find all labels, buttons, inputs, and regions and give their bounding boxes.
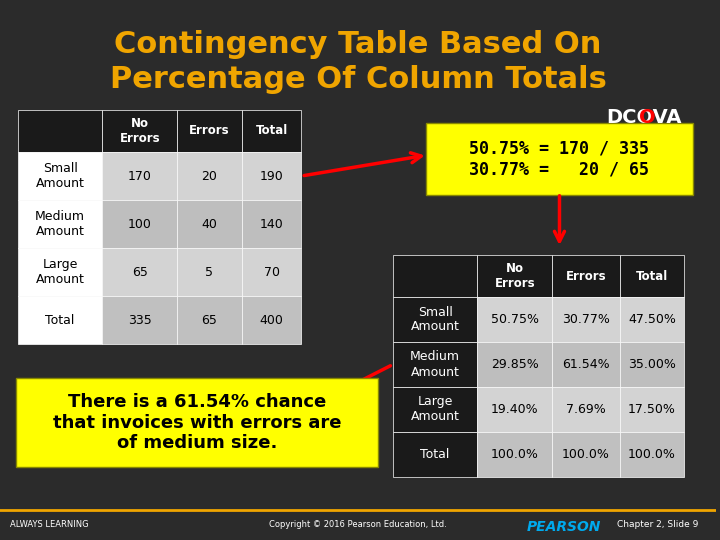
Text: Total: Total — [420, 448, 450, 461]
FancyBboxPatch shape — [477, 387, 552, 432]
FancyBboxPatch shape — [177, 152, 242, 200]
Text: 190: 190 — [260, 170, 284, 183]
Text: Chapter 2, Slide 9: Chapter 2, Slide 9 — [616, 520, 698, 529]
Text: Total: Total — [45, 314, 75, 327]
Text: Errors: Errors — [565, 269, 606, 282]
Text: ALWAYS LEARNING: ALWAYS LEARNING — [10, 520, 89, 529]
Text: No
Errors: No Errors — [120, 117, 160, 145]
FancyBboxPatch shape — [426, 123, 693, 195]
FancyBboxPatch shape — [552, 342, 620, 387]
FancyBboxPatch shape — [16, 378, 378, 467]
FancyBboxPatch shape — [177, 248, 242, 296]
Text: Large
Amount: Large Amount — [36, 258, 85, 286]
Text: 20: 20 — [202, 170, 217, 183]
FancyBboxPatch shape — [18, 248, 102, 296]
Text: O: O — [639, 108, 655, 127]
Text: 17.50%: 17.50% — [628, 403, 676, 416]
FancyBboxPatch shape — [477, 432, 552, 477]
Text: Small
Amount: Small Amount — [36, 162, 85, 190]
FancyBboxPatch shape — [552, 255, 620, 297]
FancyBboxPatch shape — [393, 342, 477, 387]
FancyBboxPatch shape — [552, 387, 620, 432]
FancyBboxPatch shape — [393, 387, 477, 432]
Text: Total: Total — [636, 269, 668, 282]
FancyBboxPatch shape — [242, 296, 302, 344]
FancyArrowPatch shape — [554, 196, 564, 241]
FancyBboxPatch shape — [18, 200, 102, 248]
FancyBboxPatch shape — [477, 297, 552, 342]
Text: 19.40%: 19.40% — [491, 403, 539, 416]
FancyBboxPatch shape — [18, 110, 102, 152]
FancyBboxPatch shape — [620, 432, 684, 477]
Text: Copyright © 2016 Pearson Education, Ltd.: Copyright © 2016 Pearson Education, Ltd. — [269, 520, 446, 529]
Text: 335: 335 — [128, 314, 152, 327]
FancyBboxPatch shape — [620, 255, 684, 297]
FancyBboxPatch shape — [18, 152, 102, 200]
Text: 400: 400 — [260, 314, 284, 327]
Text: 30.77%: 30.77% — [562, 313, 610, 326]
FancyBboxPatch shape — [242, 110, 302, 152]
FancyArrowPatch shape — [289, 366, 390, 417]
Text: Total: Total — [256, 125, 288, 138]
FancyBboxPatch shape — [242, 200, 302, 248]
Text: 40: 40 — [202, 218, 217, 231]
FancyBboxPatch shape — [393, 297, 477, 342]
FancyBboxPatch shape — [477, 255, 552, 297]
FancyBboxPatch shape — [242, 152, 302, 200]
Text: 29.85%: 29.85% — [491, 358, 539, 371]
Text: 65: 65 — [132, 266, 148, 279]
FancyBboxPatch shape — [242, 248, 302, 296]
FancyBboxPatch shape — [620, 387, 684, 432]
FancyBboxPatch shape — [102, 296, 177, 344]
Text: Medium
Amount: Medium Amount — [35, 210, 85, 238]
Text: Large
Amount: Large Amount — [410, 395, 459, 423]
FancyBboxPatch shape — [102, 200, 177, 248]
FancyBboxPatch shape — [393, 432, 477, 477]
Text: 100.0%: 100.0% — [491, 448, 539, 461]
FancyBboxPatch shape — [177, 200, 242, 248]
Text: 100.0%: 100.0% — [628, 448, 676, 461]
Text: 35.00%: 35.00% — [628, 358, 676, 371]
Text: 61.54%: 61.54% — [562, 358, 610, 371]
Text: 7.69%: 7.69% — [566, 403, 606, 416]
FancyBboxPatch shape — [393, 255, 477, 297]
FancyArrowPatch shape — [304, 153, 421, 176]
FancyBboxPatch shape — [18, 296, 102, 344]
Text: Errors: Errors — [189, 125, 230, 138]
FancyBboxPatch shape — [620, 342, 684, 387]
Text: DCOVA: DCOVA — [606, 108, 681, 127]
FancyBboxPatch shape — [620, 297, 684, 342]
FancyBboxPatch shape — [552, 297, 620, 342]
Text: 170: 170 — [128, 170, 152, 183]
Text: 50.75%: 50.75% — [491, 313, 539, 326]
Text: 100: 100 — [128, 218, 152, 231]
FancyBboxPatch shape — [102, 152, 177, 200]
FancyBboxPatch shape — [477, 342, 552, 387]
Text: 47.50%: 47.50% — [628, 313, 676, 326]
FancyBboxPatch shape — [552, 432, 620, 477]
Text: There is a 61.54% chance
that invoices with errors are
of medium size.: There is a 61.54% chance that invoices w… — [53, 393, 341, 453]
Text: 5: 5 — [205, 266, 213, 279]
Text: 50.75% = 170 / 335
30.77% =   20 / 65: 50.75% = 170 / 335 30.77% = 20 / 65 — [469, 140, 649, 178]
FancyBboxPatch shape — [102, 110, 177, 152]
Text: Small
Amount: Small Amount — [410, 306, 459, 334]
Text: Medium
Amount: Medium Amount — [410, 350, 460, 379]
Text: Contingency Table Based On: Contingency Table Based On — [114, 30, 602, 59]
Text: 70: 70 — [264, 266, 279, 279]
Text: 65: 65 — [202, 314, 217, 327]
FancyBboxPatch shape — [177, 110, 242, 152]
Text: Percentage Of Column Totals: Percentage Of Column Totals — [109, 65, 606, 94]
Text: No
Errors: No Errors — [495, 262, 535, 290]
Text: 100.0%: 100.0% — [562, 448, 610, 461]
FancyBboxPatch shape — [102, 248, 177, 296]
Text: 140: 140 — [260, 218, 284, 231]
FancyBboxPatch shape — [177, 296, 242, 344]
Text: PEARSON: PEARSON — [527, 520, 601, 534]
